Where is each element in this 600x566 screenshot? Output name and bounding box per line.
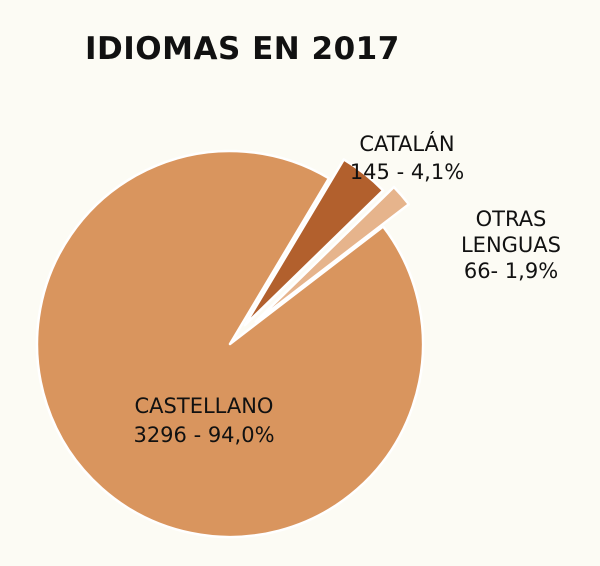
slice-label-catalan: CATALÁN (359, 131, 454, 156)
slice-label-otras-line1: OTRAS (476, 207, 547, 231)
slice-value-catalan: 145 - 4,1% (350, 160, 464, 184)
slice-label-otras-line2: LENGUAS (461, 233, 561, 257)
chart-title: IDIOMAS EN 2017 (85, 31, 400, 67)
pie-slice-otras-lenguas (254, 185, 411, 323)
slice-value-castellano: 3296 - 94,0% (133, 423, 274, 447)
slice-label-castellano: CASTELLANO (135, 394, 274, 418)
pie-slice-catalan (243, 158, 385, 327)
slice-value-otras: 66- 1,9% (464, 259, 558, 283)
pie-slices (35, 149, 425, 539)
pie-slice-castellano (35, 149, 425, 539)
